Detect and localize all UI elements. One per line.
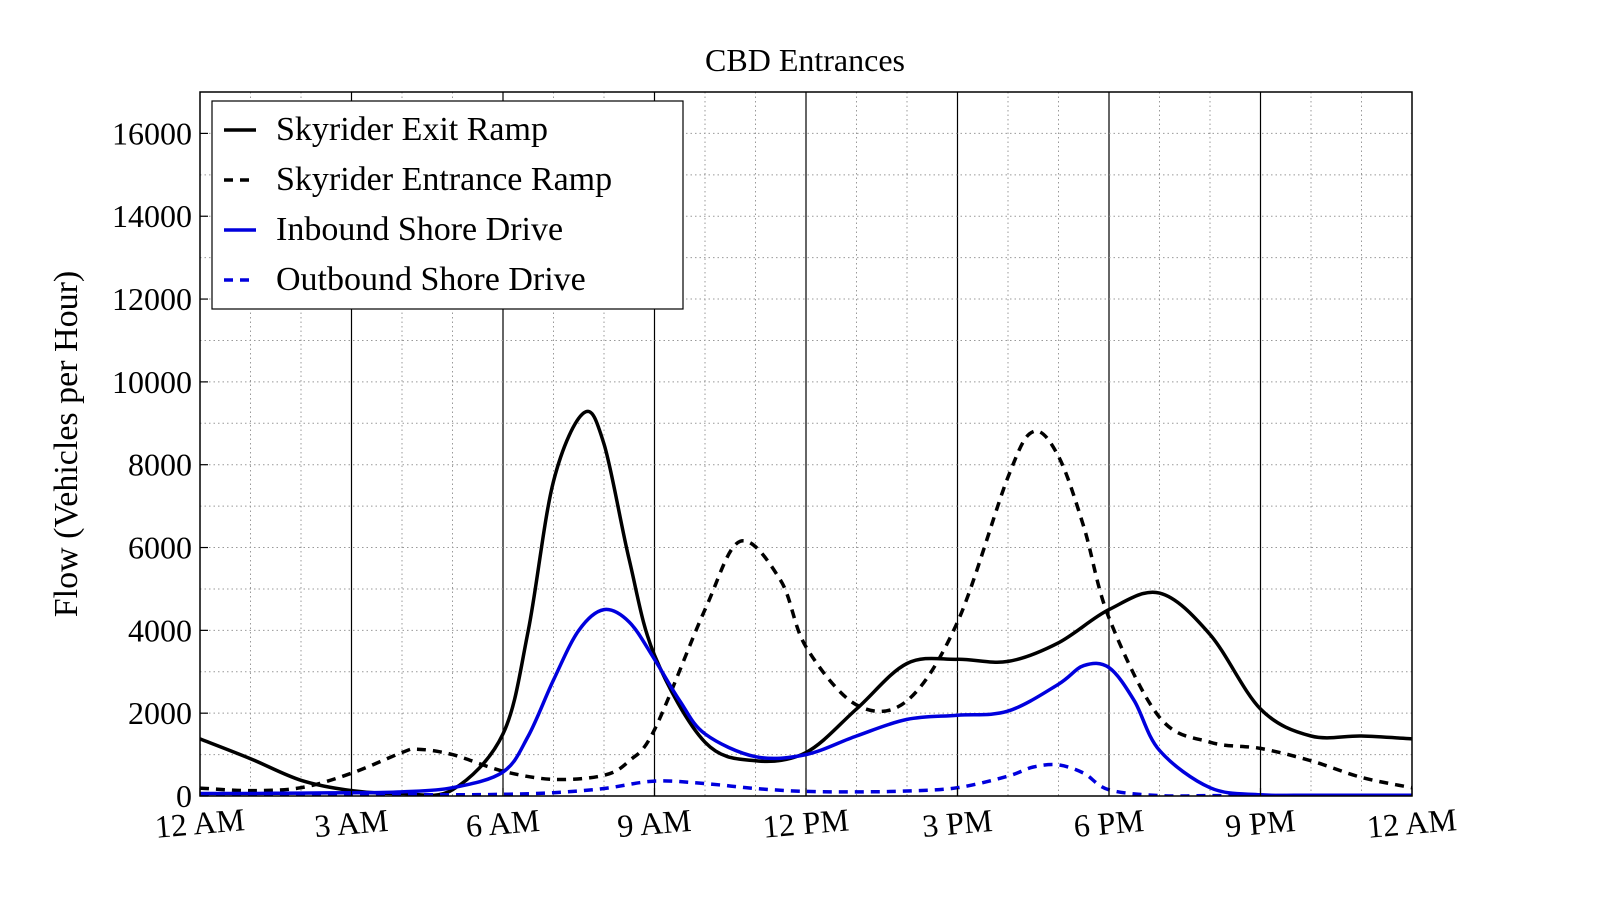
plot-area: [200, 409, 1412, 796]
x-tick-label: 9 AM: [616, 802, 693, 844]
x-tick-label: 6 PM: [1072, 802, 1145, 844]
x-tick-label: 3 PM: [921, 802, 994, 844]
y-tick-label: 12000: [112, 281, 192, 317]
legend-label-skyrider-entrance-ramp: Skyrider Entrance Ramp: [276, 161, 612, 198]
x-tick-label: 3 AM: [313, 802, 390, 844]
y-axis-label: Flow (Vehicles per Hour): [48, 271, 85, 618]
legend: Skyrider Exit Ramp Skyrider Entrance Ramp…: [211, 100, 684, 310]
series-line-skyrider-exit-ramp: [200, 409, 1412, 796]
series-line-skyrider-entrance-ramp: [200, 429, 1412, 793]
y-tick-label: 0: [176, 778, 192, 814]
x-tick-label: 12 AM: [1365, 801, 1458, 845]
legend-label-inbound-shore-drive: Inbound Shore Drive: [276, 211, 563, 248]
y-tick-label: 14000: [112, 198, 192, 234]
legend-label-outbound-shore-drive: Outbound Shore Drive: [276, 261, 586, 298]
y-tick-label: 8000: [128, 447, 192, 483]
series-line-inbound-shore-drive: [200, 607, 1412, 796]
chart-title: CBD Entrances: [705, 42, 905, 78]
series-line-outbound-shore-drive: [200, 762, 1412, 796]
y-tick-label: 10000: [112, 364, 192, 400]
legend-label-skyrider-exit-ramp: Skyrider Exit Ramp: [276, 111, 548, 148]
x-tick-label: 12 AM: [153, 801, 246, 845]
x-tick-label: 12 PM: [761, 801, 850, 844]
y-tick-label: 6000: [128, 530, 192, 566]
y-tick-label: 4000: [128, 612, 192, 648]
legend-box: [211, 100, 684, 310]
axes: 12 AM 3 AM 6 AM 9 AM 12 PM 3 PM 6 PM 9 PM 12 AM0…: [112, 115, 1458, 844]
y-tick-label: 16000: [112, 115, 192, 151]
x-tick-label: 6 AM: [464, 802, 541, 844]
x-tick-label: 9 PM: [1224, 802, 1297, 844]
y-tick-label: 2000: [128, 695, 192, 731]
